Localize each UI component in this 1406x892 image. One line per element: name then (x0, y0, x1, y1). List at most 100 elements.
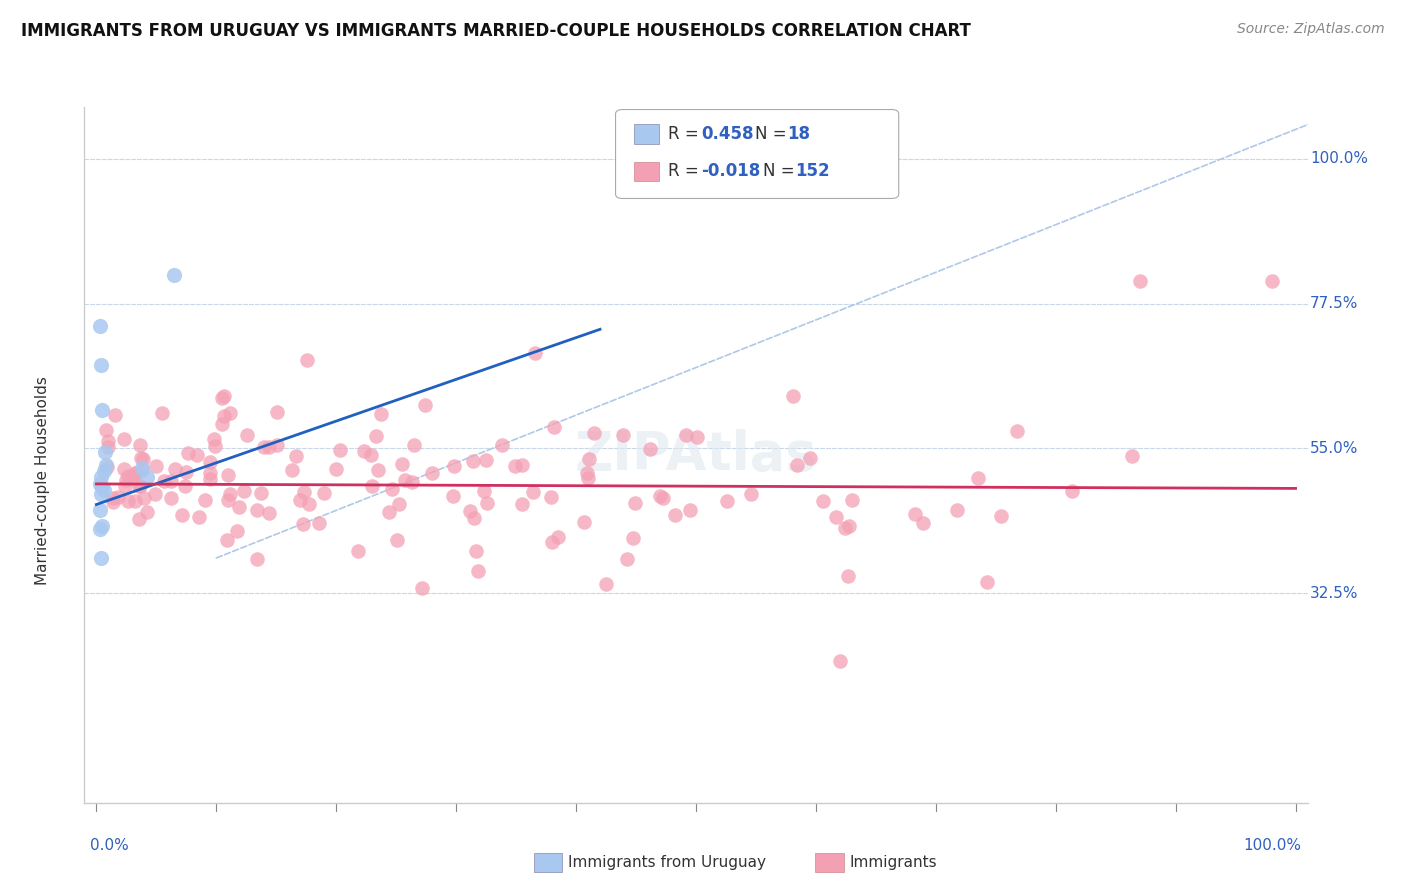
Point (228, 500, 250, 515)
Point (292, 484, 315, 499)
Point (93, 483, 115, 498)
Point (96, 460, 118, 475)
Point (381, 483, 404, 497)
Point (160, 474, 183, 488)
Point (388, 497, 411, 511)
Point (595, 577, 617, 591)
Point (441, 489, 464, 503)
Point (413, 398, 436, 412)
Point (394, 473, 416, 487)
Point (125, 466, 148, 480)
Text: 100.0%: 100.0% (1243, 838, 1302, 854)
Point (211, 417, 233, 431)
Point (124, 467, 146, 481)
Point (458, 504, 481, 518)
Point (97, 440, 120, 454)
Point (740, 487, 762, 501)
Point (90, 486, 112, 500)
Point (174, 479, 197, 493)
Point (117, 494, 139, 508)
Point (204, 439, 226, 453)
Point (150, 406, 173, 420)
Point (94, 458, 117, 472)
Point (582, 425, 605, 440)
Point (465, 543, 488, 558)
Point (101, 495, 124, 509)
Point (214, 409, 236, 424)
Point (112, 461, 135, 475)
Point (90, 358, 112, 372)
Point (510, 458, 533, 472)
Point (131, 463, 153, 477)
Text: Immigrants from Uruguay: Immigrants from Uruguay (568, 855, 766, 870)
Point (474, 453, 496, 467)
Point (540, 491, 562, 505)
Point (652, 491, 675, 505)
Point (145, 487, 167, 501)
Text: 0.458: 0.458 (702, 125, 754, 143)
Point (522, 485, 544, 500)
Point (176, 446, 198, 460)
Point (219, 406, 242, 420)
Text: ZIPAtlas: ZIPAtlas (575, 429, 817, 481)
Point (463, 454, 485, 468)
Point (467, 564, 489, 578)
Point (329, 442, 352, 457)
Point (576, 471, 599, 485)
Point (990, 509, 1012, 524)
Point (233, 484, 256, 499)
Point (391, 457, 413, 471)
Point (135, 470, 157, 484)
Text: R =: R = (668, 162, 703, 180)
Point (236, 428, 259, 442)
Point (837, 568, 859, 582)
Point (93, 444, 115, 458)
Point (128, 478, 150, 492)
Point (811, 494, 834, 508)
Point (174, 465, 197, 479)
Point (225, 524, 247, 538)
Point (420, 466, 443, 480)
Point (491, 438, 513, 452)
Text: 32.5%: 32.5% (1310, 586, 1358, 601)
Point (1129, 274, 1152, 288)
Point (257, 440, 280, 454)
Text: N =: N = (763, 162, 800, 180)
Point (547, 530, 569, 544)
Point (91, 480, 114, 494)
Point (1260, 274, 1282, 288)
Point (828, 654, 851, 668)
Point (946, 503, 969, 517)
Point (104, 408, 127, 422)
Point (664, 508, 686, 522)
Point (686, 430, 709, 444)
Point (353, 443, 375, 458)
Point (217, 467, 239, 482)
Point (198, 466, 221, 480)
Point (91, 402, 114, 417)
Point (1121, 449, 1143, 463)
Point (131, 460, 153, 475)
Point (402, 438, 425, 452)
Point (578, 452, 600, 467)
Text: 152: 152 (796, 162, 830, 180)
Point (679, 503, 702, 517)
Point (623, 531, 645, 545)
Point (218, 487, 240, 501)
Point (170, 508, 193, 522)
Point (576, 466, 599, 480)
Point (112, 432, 135, 446)
Point (543, 419, 565, 434)
Point (103, 491, 125, 505)
Point (94, 424, 117, 438)
Point (90, 551, 112, 566)
Text: -0.018: -0.018 (702, 162, 761, 180)
Point (202, 432, 225, 446)
Point (128, 478, 150, 492)
Point (523, 345, 546, 359)
Point (128, 511, 150, 525)
Point (824, 509, 846, 524)
Point (117, 468, 139, 483)
Point (187, 509, 209, 524)
Point (786, 458, 808, 472)
